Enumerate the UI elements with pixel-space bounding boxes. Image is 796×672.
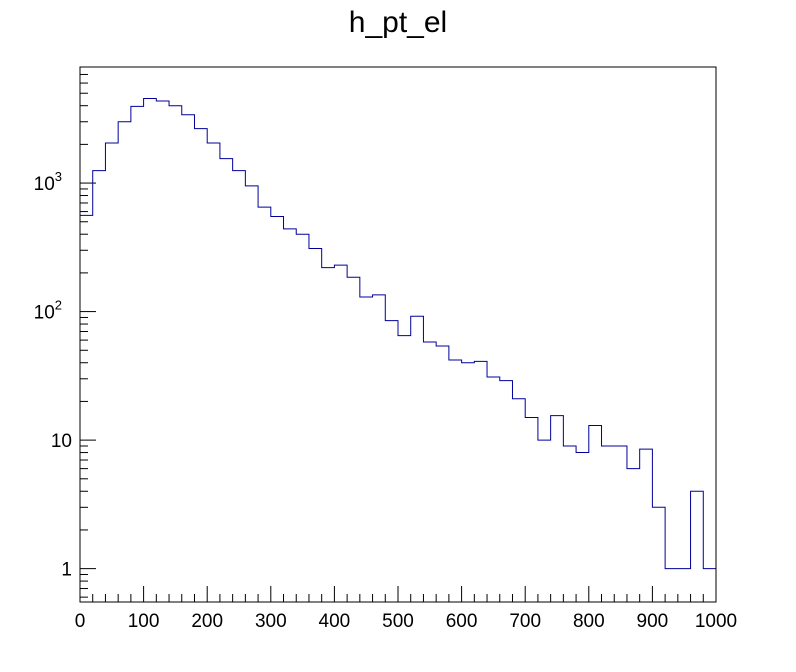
x-tick-label: 800: [573, 611, 605, 632]
x-axis-tick-labels: 0 100 200 300 400 500 600 700 800 900 1000: [75, 611, 737, 632]
x-tick-label: 500: [382, 611, 414, 632]
x-tick-label: 400: [319, 611, 351, 632]
histogram-step-line: [80, 98, 716, 570]
plot-frame: [79, 66, 717, 603]
y-tick-label: 103: [34, 169, 62, 195]
x-tick-label: 600: [446, 611, 478, 632]
y-axis-tick-labels: 1 10 102 103: [34, 169, 72, 581]
x-tick-label: 1000: [695, 611, 737, 632]
x-tick-label: 700: [509, 611, 541, 632]
y-tick-label: 1: [61, 560, 72, 581]
y-tick-label: 102: [34, 298, 62, 324]
y-tick-label: 10: [51, 431, 72, 452]
chart-title: h_pt_el: [349, 6, 447, 39]
axis-ticks: [79, 66, 717, 602]
x-tick-label: 900: [637, 611, 669, 632]
x-tick-label: 200: [191, 611, 223, 632]
x-tick-label: 100: [128, 611, 160, 632]
series-group: [80, 98, 716, 570]
x-tick-label: 300: [255, 611, 287, 632]
x-tick-label: 0: [75, 611, 86, 632]
